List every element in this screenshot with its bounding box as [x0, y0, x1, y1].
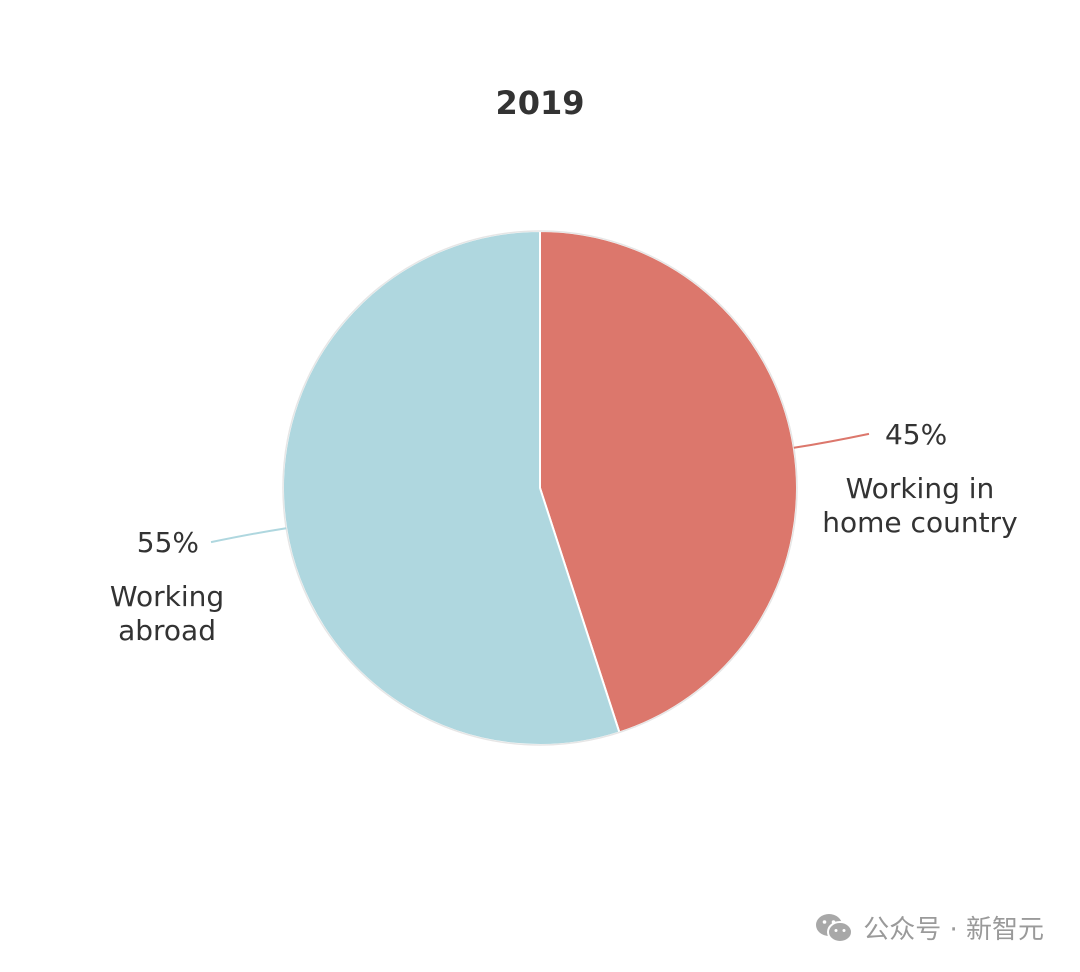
pie-outline: [282, 230, 798, 746]
wechat-icon: [816, 913, 854, 943]
leader-line-1: [210, 527, 287, 544]
watermark: 公众号 · 新智元: [815, 909, 1044, 946]
percent-label-0: 45%: [885, 418, 947, 451]
category-label-0-line-1: home country: [822, 506, 1017, 539]
category-label-1-line-0: Working: [110, 580, 224, 613]
watermark-text: 公众号 · 新智元: [863, 915, 1044, 945]
chart-title: 2019: [495, 84, 584, 122]
pie-slices: [282, 229, 798, 746]
category-label-1-line-1: abroad: [118, 614, 216, 647]
category-label-0-line-0: Working in: [846, 472, 995, 505]
percent-label-1: 55%: [137, 526, 199, 559]
leader-line-0: [793, 432, 870, 449]
